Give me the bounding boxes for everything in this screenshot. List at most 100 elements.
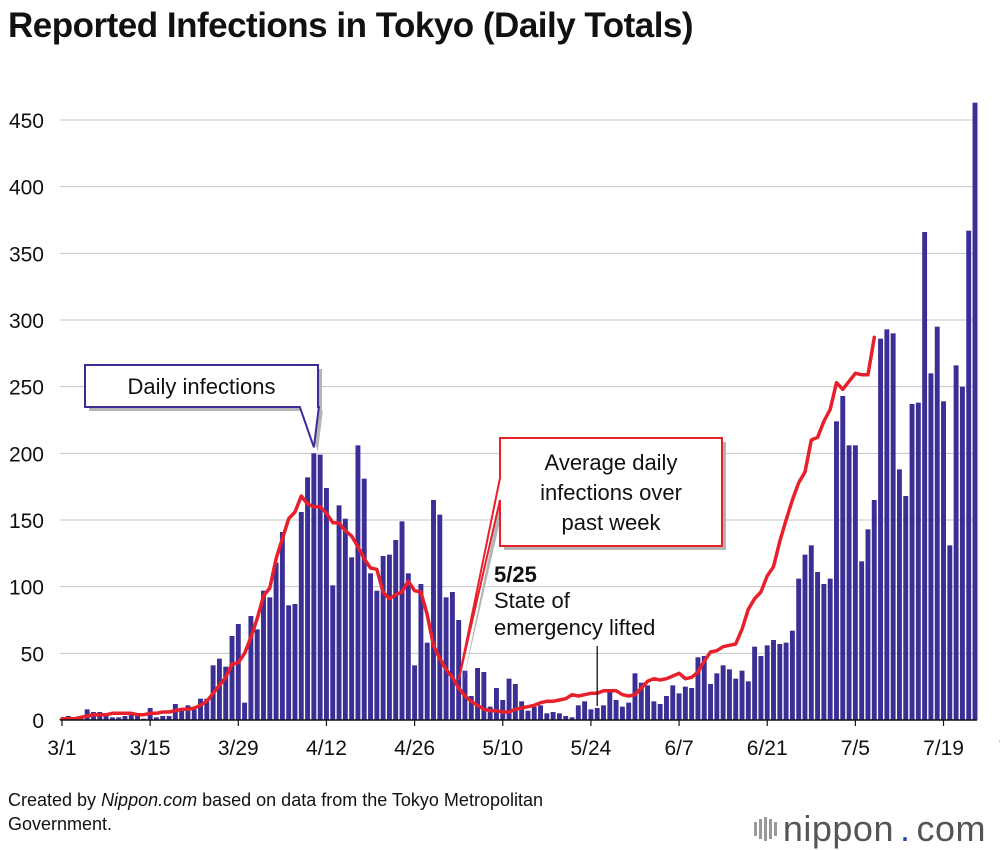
note-date: 5/25 [494,562,537,587]
daily-bar [871,500,877,720]
daily-bar [481,672,487,720]
note-text: State of emergency lifted [494,588,655,640]
callout-daily-infections [84,364,320,448]
daily-bar [223,666,229,720]
daily-bar [248,616,254,720]
daily-bar [947,545,953,720]
y-tick-label: 0 [32,710,44,733]
x-axis-ticks: 3/1 3/15 3/29 4/12 4/26 5/10 5/24 6/7 6/21 7/5 7/1… [47,737,1000,760]
daily-bar [682,686,688,720]
x-tick-label: 3/29 [218,737,259,760]
daily-bar [720,665,726,720]
daily-bar [355,445,361,720]
daily-bar [437,514,443,720]
daily-bar [852,445,858,720]
daily-bar [431,500,436,720]
x-tick-label: 4/26 [394,737,435,760]
logo-name: nippon [782,808,894,849]
daily-bar [273,562,279,720]
daily-bar [418,584,424,720]
daily-bar [393,540,399,720]
daily-bar [840,396,846,720]
daily-bar [405,573,411,720]
logo-tld: com [916,808,986,849]
daily-bar [519,701,525,720]
daily-bar [972,102,978,720]
daily-bar [758,656,764,720]
nippon-logo: nippon. com [753,808,986,850]
source-suffix: based on data from the Tokyo Metropolita… [197,790,543,810]
daily-bar [575,705,581,720]
daily-bar [884,329,890,720]
daily-bar [638,682,644,720]
daily-bar [563,716,569,720]
daily-bar [607,692,613,720]
x-tick-label: 7/31 [999,737,1000,760]
average-line-group [60,335,877,721]
daily-bar [594,708,600,720]
daily-bar [380,556,386,720]
daily-bar [122,716,128,720]
daily-bar [739,670,745,720]
daily-bar [298,512,304,720]
source-prefix: Created by [8,790,102,810]
daily-bar [827,578,833,720]
y-tick-label: 250 [9,377,44,400]
daily-bar [934,326,940,720]
daily-bar [399,521,405,720]
daily-bar [153,717,159,720]
daily-bar [103,716,109,720]
daily-bar [676,693,682,720]
daily-bar [588,709,594,720]
x-axis [60,719,977,726]
daily-bar [424,642,430,720]
daily-bar [645,685,651,720]
daily-bar [361,478,367,720]
source-note: Created by Nippon.com based on data from… [8,788,768,836]
daily-bar [198,698,203,720]
daily-bar [808,545,814,720]
daily-bar [890,333,896,720]
daily-bar [714,673,720,720]
daily-bar [512,684,518,720]
daily-bar [506,678,512,720]
daily-bar [619,706,625,720]
daily-bar [242,702,248,720]
daily-bar [733,678,739,720]
daily-bar [752,646,758,720]
daily-bar [670,685,676,720]
x-tick-label: 3/15 [130,737,171,760]
daily-bar [494,688,499,720]
daily-bar [305,477,311,720]
callout-average [457,437,723,681]
daily-bar [349,557,355,720]
daily-bar [456,620,462,720]
y-tick-label: 400 [9,177,44,200]
daily-bar [922,232,928,720]
source-line2: Government. [8,814,113,834]
y-tick-label: 50 [21,643,44,666]
daily-bar [657,704,663,720]
daily-bar [846,445,852,720]
daily-bar [821,584,827,720]
callout-daily-infections-label: Daily infections [128,374,276,399]
daily-bar [386,554,392,720]
daily-bar [695,657,701,720]
daily-bar [953,365,959,720]
daily-bar [449,592,455,720]
daily-bar [116,717,122,720]
daily-bar [216,658,222,720]
daily-bar [317,454,323,720]
daily-bar [487,706,493,720]
daily-bar [330,585,336,720]
daily-bar [708,684,714,720]
daily-bar [601,705,606,720]
daily-bar [160,716,166,720]
daily-bar [368,573,373,720]
daily-bars [59,102,978,720]
daily-bar [342,518,348,720]
daily-bar [777,644,783,720]
x-tick-label: 6/21 [747,737,788,760]
daily-bar [166,716,172,720]
daily-bar [109,717,115,720]
